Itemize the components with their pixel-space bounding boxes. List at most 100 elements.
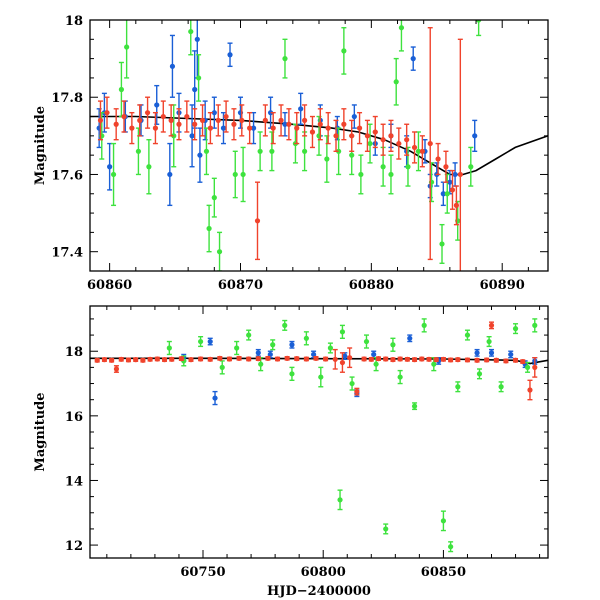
- data-point: [508, 350, 514, 359]
- data-point: [216, 231, 223, 271]
- data-point: [189, 104, 195, 168]
- marker: [339, 359, 346, 366]
- marker: [342, 353, 348, 359]
- marker: [503, 358, 509, 364]
- data-point: [184, 100, 190, 133]
- data-point: [390, 337, 396, 352]
- marker: [349, 133, 355, 139]
- data-point: [270, 111, 276, 145]
- marker: [474, 357, 480, 363]
- x-tick-label: 60800: [301, 565, 346, 580]
- marker: [101, 357, 108, 363]
- marker: [356, 125, 363, 131]
- marker: [302, 117, 308, 123]
- marker: [121, 113, 127, 120]
- marker: [508, 351, 514, 358]
- marker: [493, 357, 499, 363]
- marker: [167, 171, 173, 178]
- marker: [216, 249, 223, 255]
- data-point: [274, 356, 281, 362]
- marker: [317, 121, 323, 127]
- marker: [407, 335, 413, 341]
- marker: [257, 148, 263, 154]
- data-point: [246, 329, 252, 341]
- marker: [433, 357, 439, 363]
- marker: [524, 364, 531, 370]
- marker: [278, 117, 284, 123]
- data-point: [282, 111, 288, 137]
- marker: [398, 25, 405, 31]
- marker: [240, 171, 246, 178]
- data-point: [484, 357, 490, 363]
- marker: [468, 164, 474, 170]
- data-point: [188, 357, 194, 363]
- marker: [411, 403, 418, 409]
- marker: [270, 125, 276, 131]
- marker: [358, 171, 364, 178]
- data-point: [168, 104, 174, 137]
- marker: [189, 133, 195, 139]
- marker: [207, 356, 213, 362]
- marker: [178, 356, 184, 362]
- marker: [411, 144, 418, 151]
- marker: [474, 350, 480, 356]
- marker: [421, 322, 427, 328]
- marker: [171, 133, 177, 139]
- marker: [113, 366, 120, 372]
- data-point: [397, 356, 403, 362]
- y-axis-title: Magnitude: [33, 106, 48, 185]
- data-point: [339, 324, 346, 340]
- marker: [373, 361, 379, 367]
- marker: [439, 241, 445, 247]
- marker: [97, 117, 104, 123]
- bottom-data-layer: [90, 318, 548, 553]
- marker: [367, 140, 373, 147]
- data-point: [433, 357, 439, 363]
- marker: [197, 152, 203, 158]
- marker: [419, 356, 425, 362]
- marker: [388, 171, 394, 178]
- marker: [323, 356, 329, 362]
- marker: [270, 342, 276, 348]
- marker: [220, 125, 227, 131]
- data-point: [532, 318, 538, 333]
- marker: [110, 171, 117, 178]
- data-point: [207, 356, 213, 362]
- marker: [404, 356, 410, 362]
- data-point: [341, 27, 347, 75]
- marker: [236, 355, 242, 361]
- data-point: [415, 131, 422, 172]
- data-point: [236, 355, 242, 361]
- marker: [282, 56, 288, 62]
- data-point: [282, 38, 288, 79]
- data-point: [313, 355, 319, 361]
- data-point: [383, 523, 389, 535]
- data-point: [464, 357, 471, 363]
- data-point: [472, 119, 478, 152]
- marker: [396, 140, 402, 147]
- data-point: [349, 376, 355, 391]
- marker: [464, 332, 471, 338]
- marker: [447, 179, 453, 185]
- marker: [232, 171, 238, 178]
- marker: [368, 356, 374, 362]
- data-point: [167, 142, 173, 207]
- data-point: [443, 150, 449, 183]
- data-point: [257, 131, 263, 172]
- y-tick-label: 17.8: [51, 91, 83, 106]
- data-point: [278, 104, 284, 137]
- marker: [146, 164, 152, 170]
- data-point: [439, 223, 445, 264]
- x-tick-label: 60850: [421, 565, 466, 580]
- data-point: [493, 357, 499, 363]
- marker: [484, 357, 490, 363]
- data-point: [341, 108, 347, 141]
- y-tick-label: 17.4: [51, 246, 83, 261]
- marker: [332, 356, 338, 362]
- data-point: [215, 104, 221, 137]
- data-point: [302, 104, 308, 137]
- data-point: [361, 356, 367, 362]
- marker: [351, 113, 357, 120]
- y-tick-label: 18: [65, 14, 83, 29]
- data-point: [426, 356, 432, 362]
